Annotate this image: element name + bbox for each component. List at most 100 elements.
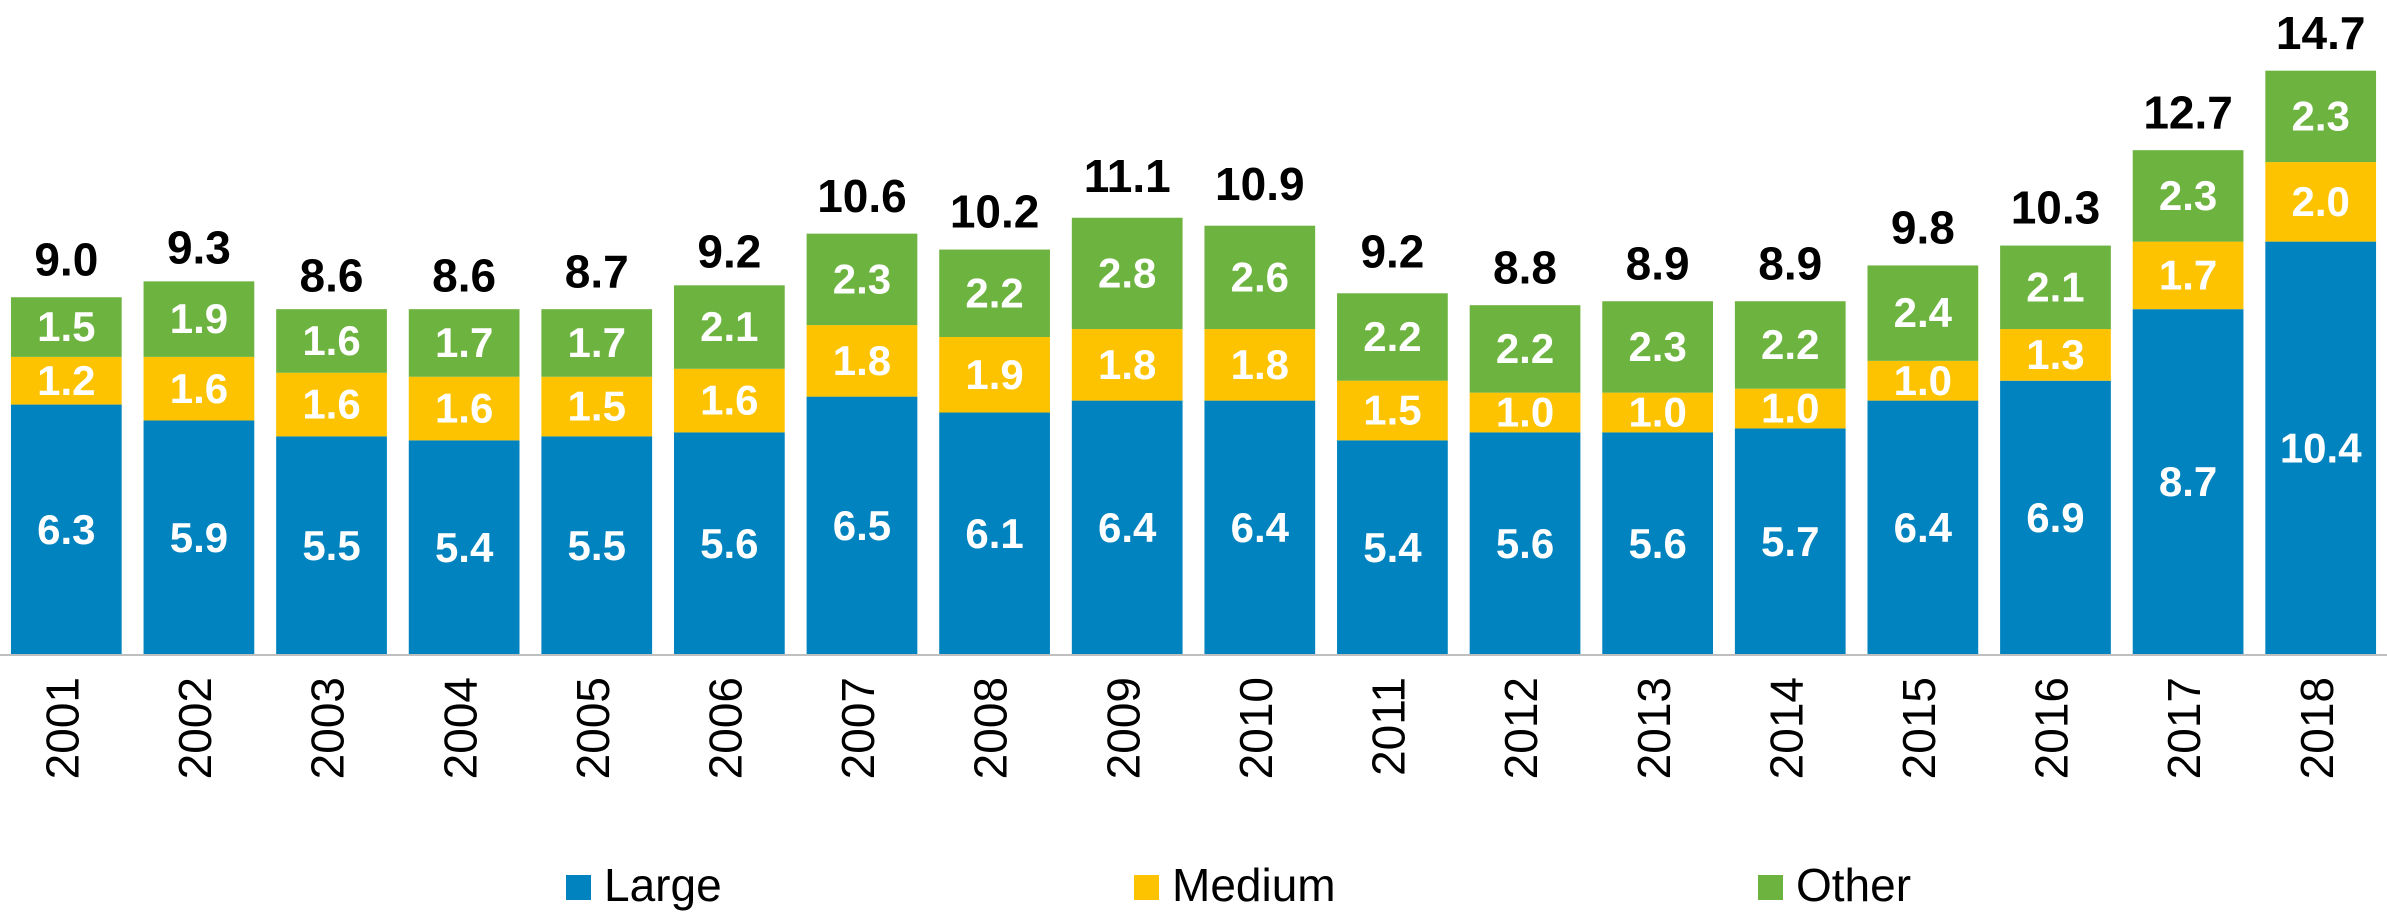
bar-segment <box>143 356 255 421</box>
bar-segment <box>541 376 653 437</box>
bar-segment <box>1469 305 1581 393</box>
segment-label: 1.9 <box>965 351 1023 398</box>
bar-segment <box>1602 392 1714 433</box>
segment-label: 1.0 <box>1628 389 1686 436</box>
bar-segment <box>10 404 122 655</box>
segment-label: 6.1 <box>965 510 1023 557</box>
segment-label: 2.8 <box>1098 249 1156 296</box>
bar-segment <box>1867 400 1979 655</box>
segment-label: 2.2 <box>1496 325 1554 372</box>
bar-segment <box>2132 241 2244 310</box>
x-tick-label: 2017 <box>2158 677 2210 779</box>
total-label: 8.9 <box>1626 237 1690 289</box>
bar-segment <box>806 396 918 655</box>
total-label: 10.9 <box>1215 158 1305 210</box>
bar-segment <box>2132 150 2244 242</box>
x-tick-label: 2008 <box>965 677 1017 779</box>
bar-segment <box>10 297 122 357</box>
bar-segment <box>541 309 653 377</box>
total-label: 9.8 <box>1891 202 1955 254</box>
segment-label: 5.4 <box>435 524 494 571</box>
bar-segment <box>2000 245 2111 330</box>
x-tick-label: 2009 <box>1097 677 1149 779</box>
segment-label: 10.4 <box>2280 424 2362 471</box>
bar-segment <box>1734 301 1846 389</box>
segment-label: 5.5 <box>568 522 626 569</box>
total-label: 10.2 <box>950 186 1040 238</box>
bar-segment <box>806 325 918 397</box>
bar-segment <box>1204 225 1316 330</box>
total-label: 8.9 <box>1758 237 1822 289</box>
bar-segment <box>1071 329 1183 401</box>
total-label: 10.3 <box>2011 182 2101 234</box>
segment-label: 5.5 <box>302 522 360 569</box>
segment-label: 2.6 <box>1231 253 1289 300</box>
total-label: 9.2 <box>1360 225 1424 277</box>
bar-segment <box>408 309 520 377</box>
segment-label: 1.0 <box>1894 357 1952 404</box>
segment-label: 1.5 <box>1363 387 1421 434</box>
bar-segment <box>276 372 387 437</box>
segment-label: 1.0 <box>1496 389 1554 436</box>
segment-label: 2.1 <box>700 303 758 350</box>
bar-segment <box>2265 162 2377 242</box>
x-tick-label: 2002 <box>169 677 221 779</box>
total-label: 10.6 <box>817 170 907 222</box>
total-label: 11.1 <box>1084 150 1171 202</box>
segment-label: 1.6 <box>700 377 758 424</box>
segment-label: 1.7 <box>2159 251 2217 298</box>
segment-label: 2.2 <box>1761 321 1819 368</box>
bar-segment <box>408 440 520 655</box>
bar-segment <box>1337 440 1448 655</box>
bar-segment <box>673 368 785 433</box>
segment-label: 1.8 <box>1231 341 1289 388</box>
bar-segment <box>939 337 1050 413</box>
x-tick-label: 2003 <box>302 677 354 779</box>
segment-label: 2.3 <box>833 255 891 302</box>
segment-label: 1.8 <box>833 337 891 384</box>
segment-label: 5.4 <box>1363 524 1422 571</box>
bar-segment <box>143 420 255 655</box>
bar-segment <box>1071 217 1183 330</box>
segment-label: 5.6 <box>700 520 758 567</box>
bar-segment <box>408 376 520 441</box>
total-label: 9.0 <box>34 233 98 285</box>
x-tick-label: 2014 <box>1760 677 1812 779</box>
x-tick-label: 2005 <box>567 677 619 779</box>
bar-segment <box>1469 392 1581 433</box>
x-tick-label: 2012 <box>1495 677 1547 779</box>
segment-label: 1.3 <box>2026 331 2084 378</box>
segment-label: 6.4 <box>1098 504 1157 551</box>
segment-label: 1.6 <box>302 317 360 364</box>
total-label: 8.6 <box>432 249 496 301</box>
bar-segment <box>1469 432 1581 655</box>
segment-label: 6.5 <box>833 502 891 549</box>
segment-label: 1.6 <box>302 381 360 428</box>
segment-label: 2.2 <box>1363 313 1421 360</box>
segment-label: 2.3 <box>2291 92 2349 139</box>
segment-label: 2.4 <box>1894 289 1953 336</box>
bar-segment <box>1204 400 1316 655</box>
x-tick-label: 2007 <box>832 677 884 779</box>
segment-label: 2.0 <box>2291 178 2349 225</box>
x-tick-label: 2001 <box>36 677 88 779</box>
segment-label: 1.8 <box>1098 341 1156 388</box>
bar-segment <box>2000 380 2111 655</box>
segment-label: 5.7 <box>1761 518 1819 565</box>
segment-label: 1.5 <box>568 383 626 430</box>
bar-segment <box>1337 380 1448 441</box>
bar-segment <box>2132 309 2244 655</box>
x-tick-label: 2011 <box>1363 677 1415 776</box>
x-tick-label: 2004 <box>434 677 486 779</box>
bar-segment <box>1204 329 1316 401</box>
legend-label: Medium <box>1172 859 1336 911</box>
bar-segment <box>673 432 785 655</box>
bar-segment <box>1867 360 1979 401</box>
x-tick-label: 2010 <box>1230 677 1282 779</box>
bar-segment <box>541 436 653 655</box>
bar-segment <box>806 233 918 326</box>
segment-label: 5.9 <box>170 514 228 561</box>
total-label: 8.7 <box>565 245 629 297</box>
segment-label: 6.9 <box>2026 494 2084 541</box>
